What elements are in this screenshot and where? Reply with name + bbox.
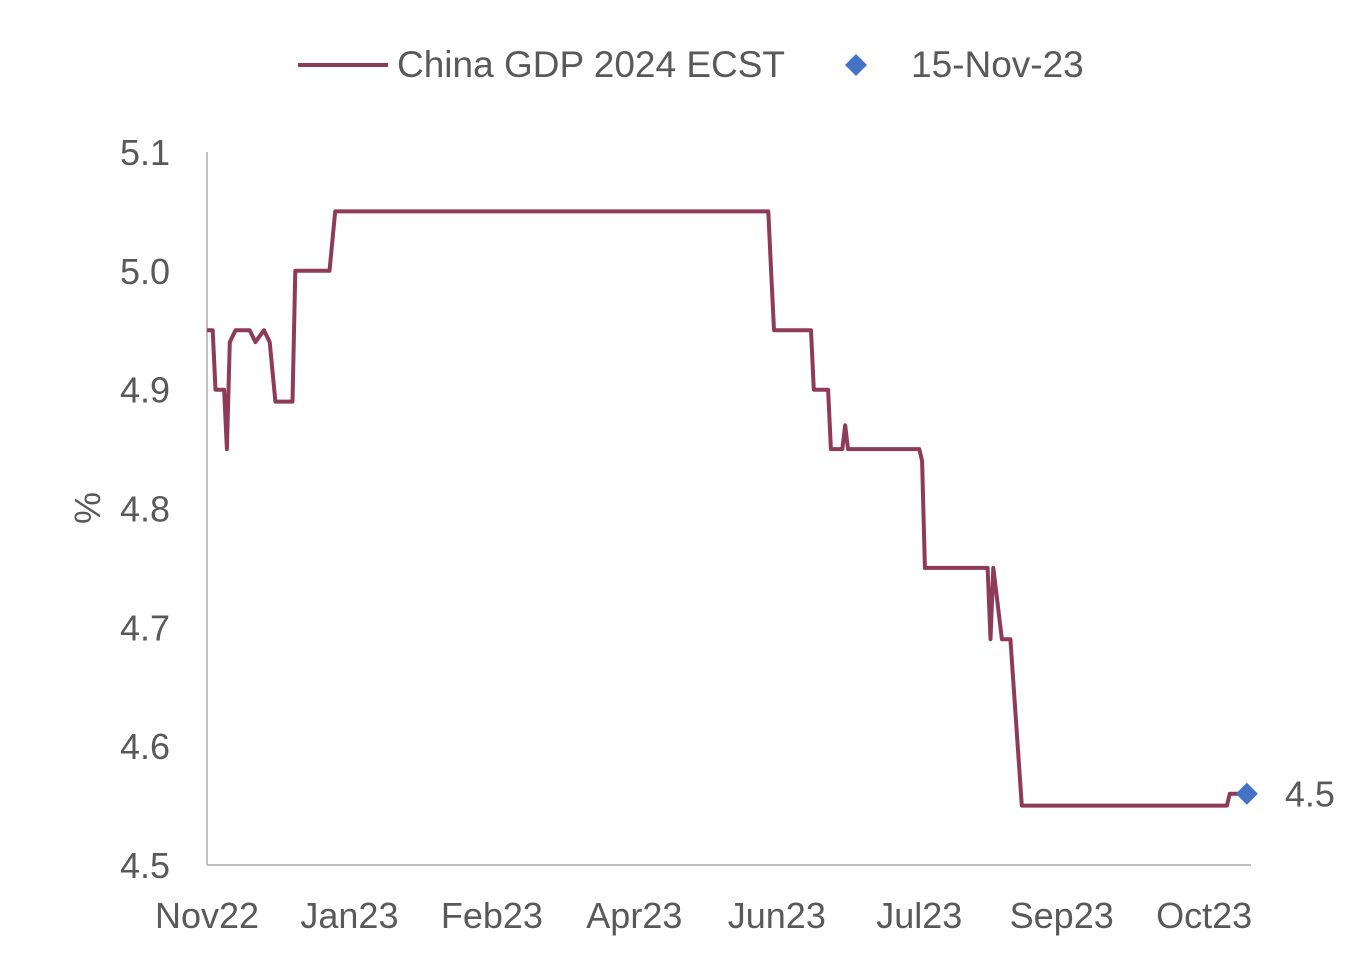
y-tick-label: 4.7 (120, 607, 170, 648)
y-axis-label: % (67, 492, 108, 524)
y-tick-label: 5.0 (120, 251, 170, 292)
data-point-label: 4.5 (1285, 774, 1335, 815)
series-line-china-gdp-2024 (207, 209, 1239, 808)
legend: China GDP 2024 ECST 15-Nov-23 (298, 44, 1084, 85)
x-tick-label: Nov22 (155, 895, 259, 936)
x-tick-label: Feb23 (441, 895, 543, 936)
x-tick-label: Jul23 (876, 895, 962, 936)
x-tick-label: Jun23 (728, 895, 826, 936)
y-tick-label: 5.1 (120, 132, 170, 173)
x-tick-label: Apr23 (586, 895, 682, 936)
x-tick-label: Jan23 (300, 895, 398, 936)
data-point-diamond (1235, 782, 1258, 805)
x-tick-label: Oct23 (1156, 895, 1252, 936)
legend-diamond-swatch (845, 54, 867, 76)
y-tick-label: 4.8 (120, 489, 170, 530)
x-tick-label: Sep23 (1010, 895, 1114, 936)
legend-label-line: China GDP 2024 ECST (397, 44, 785, 85)
y-tick-label: 4.9 (120, 370, 170, 411)
legend-label-point: 15-Nov-23 (911, 44, 1084, 85)
y-tick-label: 4.5 (120, 845, 170, 886)
y-tick-label: 4.6 (120, 726, 170, 767)
